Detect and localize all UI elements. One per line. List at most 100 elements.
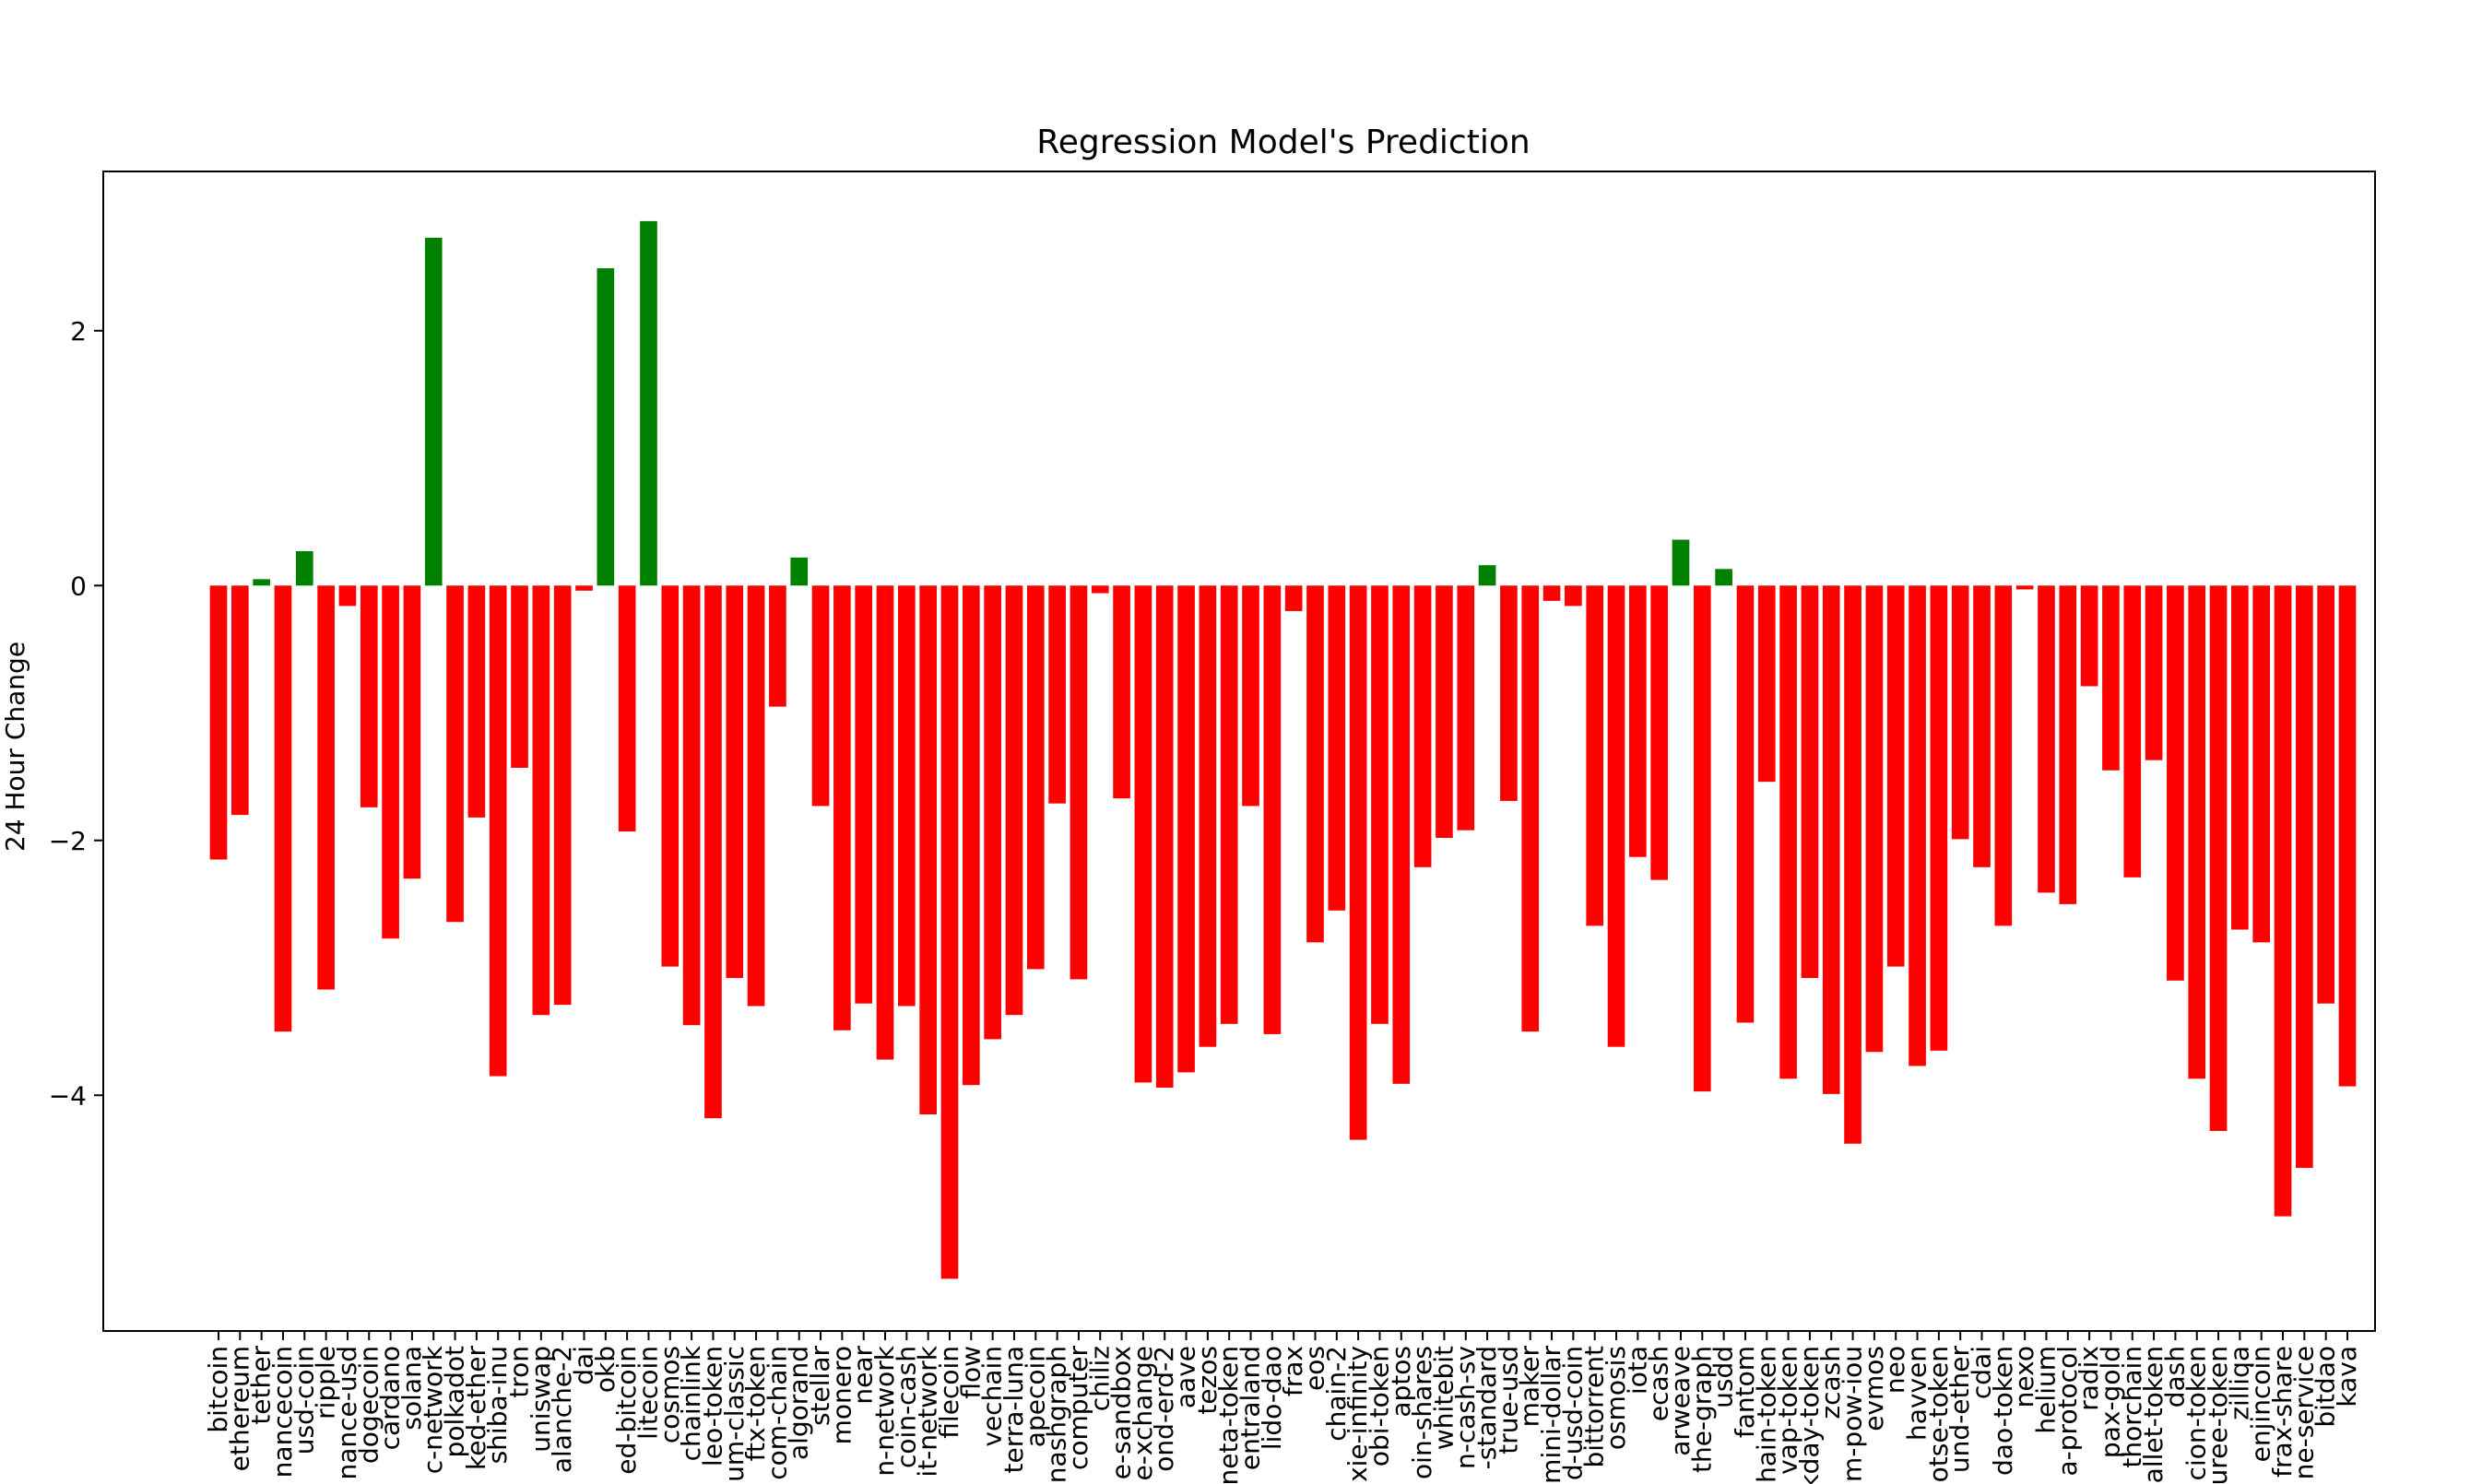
x-tick-label: aave (1171, 1346, 1201, 1408)
bar-havven (1909, 585, 1926, 1066)
bar-cardano (382, 585, 399, 939)
x-tick-label: ond-erd-2 (1149, 1346, 1179, 1472)
bar-monero (833, 585, 851, 1031)
bar-maker (1521, 585, 1540, 1032)
bar-the-graph (1693, 585, 1711, 1092)
bar-pax-gold (2102, 585, 2120, 771)
bar-solana (403, 585, 421, 879)
bar-aptos (1392, 585, 1411, 1084)
chart-title: Regression Model's Prediction (1036, 124, 1530, 161)
y-axis: −4 −2 0 2 (49, 316, 103, 1111)
x-tick-label: the-graph (1686, 1346, 1717, 1473)
x-tick-label: chain-2 (1321, 1346, 1352, 1442)
bar-chainlink (682, 585, 701, 1026)
x-tick-label: zcash (1815, 1346, 1846, 1419)
bar-bittorrent (1586, 585, 1604, 926)
x-tick-label: cosmos (655, 1346, 685, 1443)
x-tick-label: n-network (869, 1345, 900, 1476)
bar-theta-token (1220, 585, 1238, 1024)
x-tick-label: vechain (977, 1346, 1008, 1447)
y-tick-label: −4 (49, 1080, 87, 1111)
x-tick-label: filecoin (934, 1346, 964, 1439)
x-tick-label: monero (826, 1346, 857, 1444)
bar-tron (511, 585, 528, 768)
bar-binancecoin (274, 585, 292, 1032)
bar-avalanche-2 (553, 585, 572, 1006)
x-tick-label: leo-token (697, 1346, 727, 1466)
x-tick-label: kava (2332, 1346, 2362, 1407)
bar-wrapped-ether (467, 585, 486, 818)
bar-ethereum-classic (726, 585, 744, 979)
bar-bitcoin-network (876, 585, 894, 1060)
bar-uniswap (532, 585, 550, 1016)
bar-fantom (1736, 585, 1755, 1023)
bar-filecoin (940, 585, 959, 1279)
x-tick-label: chiliz (1084, 1346, 1115, 1411)
bar-swap-token (1779, 585, 1797, 1079)
bar-internet-computer (1070, 585, 1088, 980)
x-tick-label: polkadot (440, 1346, 470, 1457)
bar-frax (1284, 585, 1303, 611)
bar-okb (597, 268, 615, 586)
bar-neo (1886, 585, 1905, 967)
y-axis-label: 24 Hour Change (0, 642, 30, 852)
bar-bitcoin-bit-network (919, 585, 937, 1114)
bar-usdd (1715, 569, 1732, 586)
bar-crypto-com-chain (769, 585, 786, 707)
x-tick-label: dai (568, 1346, 598, 1385)
x-tick-label: usd-coin (289, 1346, 319, 1455)
bar-helium (2038, 585, 2055, 893)
x-tick-label: litecoin (632, 1346, 663, 1440)
x-tick-label: tezos (1192, 1346, 1223, 1415)
bar-usd-coin (295, 550, 313, 586)
x-tick-label: bittorrent (1579, 1346, 1610, 1468)
x-tick-label: cdai (1967, 1346, 1997, 1399)
bar-litecoin (640, 220, 657, 586)
x-tick-label: d-usd-coin (1557, 1346, 1588, 1480)
x-tick-label: aptos (1386, 1346, 1416, 1418)
x-tick-label: alanche-2 (547, 1346, 577, 1473)
x-tick-label: nexo (2009, 1346, 2039, 1407)
bar-whitebit (1436, 585, 1453, 839)
x-tick-label: shiba-inu (482, 1346, 513, 1464)
x-tick-label: thorchain (2117, 1346, 2147, 1468)
x-tick-label: entraland (1235, 1346, 1266, 1470)
x-tick-label: m-pow-iou (1838, 1346, 1868, 1482)
bar-enjincoin (2252, 585, 2271, 943)
bar-binance-usd (338, 585, 357, 607)
bar-dai (575, 585, 593, 591)
x-tick-label: evmos (1859, 1346, 1889, 1431)
x-tick-label: stellar (805, 1346, 835, 1427)
x-tick-label: pax-gold (2095, 1346, 2125, 1458)
x-tick-label: kday-token (1794, 1346, 1825, 1484)
x-tick-label: uree-token (2203, 1346, 2233, 1484)
x-tick-label: obi-token (1364, 1346, 1394, 1466)
bar-nexo (2015, 585, 2034, 590)
bar-decentraland (1242, 585, 1259, 807)
x-tick-label: mini-dollar (1536, 1346, 1566, 1484)
bar-the-sandbox (1113, 585, 1130, 799)
bar-cosmos (661, 585, 680, 967)
x-tick-label: fantom (1730, 1346, 1760, 1438)
bar-algorand (790, 557, 809, 586)
bar-wallet-token (2145, 585, 2163, 760)
x-tick-label: und-ether (1944, 1346, 1975, 1474)
x-tick-label: e-xchange (1128, 1346, 1158, 1480)
x-tick-label: oin-shares (1407, 1346, 1437, 1479)
x-tick-label: coin-cash (891, 1346, 921, 1468)
bar-stellar (811, 585, 830, 807)
bar-thorchain (2123, 585, 2142, 877)
x-tick-label: ed-bitcoin (611, 1346, 642, 1475)
x-tick-label: bitcoin (203, 1346, 233, 1433)
x-tick-label: ripple (311, 1346, 341, 1419)
x-tick-label: a-protocol (2052, 1346, 2083, 1476)
x-tick-label: helium (2030, 1346, 2061, 1434)
bar-ripple (317, 585, 335, 990)
bar-osmosis (1607, 585, 1625, 1047)
y-tick-label: −2 (49, 826, 87, 856)
x-tick-label: ecash (1644, 1346, 1674, 1421)
bar-polkadot (446, 585, 464, 923)
x-tick-label: terra-luna (999, 1346, 1029, 1473)
bar-iota (1629, 585, 1647, 857)
